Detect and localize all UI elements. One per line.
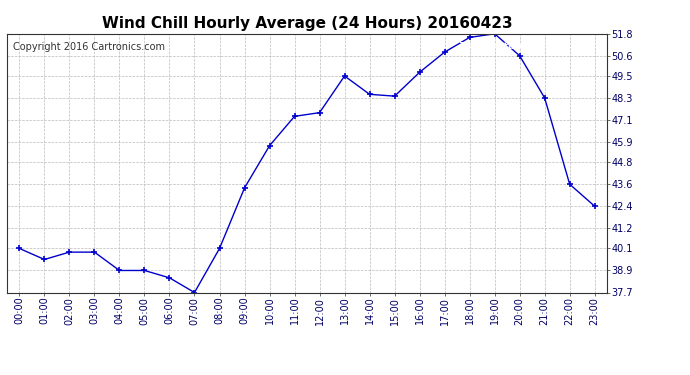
Text: Copyright 2016 Cartronics.com: Copyright 2016 Cartronics.com [13,42,165,51]
Title: Wind Chill Hourly Average (24 Hours) 20160423: Wind Chill Hourly Average (24 Hours) 201… [101,16,513,31]
